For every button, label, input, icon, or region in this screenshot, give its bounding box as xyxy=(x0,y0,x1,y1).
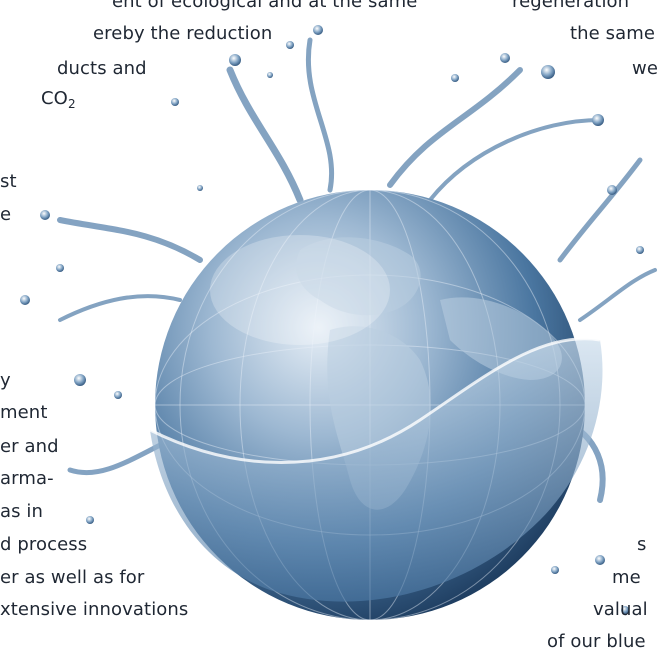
right-text-line-4: s xyxy=(637,534,647,555)
left-text-line-3: ducts and xyxy=(57,58,147,79)
droplets xyxy=(20,25,644,614)
left-text-line-11: as in xyxy=(0,501,44,522)
left-text-line-13: er as well as for xyxy=(0,567,145,588)
left-text-line-12: d process xyxy=(0,534,88,555)
left-text-line-1: ent of ecological and at the same xyxy=(112,0,418,12)
left-text-line-2: ereby the reduction xyxy=(93,23,273,44)
subscript: 2 xyxy=(67,97,76,111)
right-text-line-2: the same xyxy=(570,23,656,44)
right-text-line-5: me xyxy=(612,567,641,588)
left-text-line-10: arma- xyxy=(0,468,54,489)
left-text-line-9: er and xyxy=(0,436,59,457)
right-text-line-3: we xyxy=(632,58,658,79)
left-text-line-7: y xyxy=(0,370,11,391)
right-text-line-1: regeneration xyxy=(512,0,630,12)
left-text-line-5: st xyxy=(0,171,17,192)
water-wave xyxy=(150,338,603,602)
water-splash xyxy=(57,37,657,503)
right-text-line-7: of our blue xyxy=(547,631,646,652)
left-text-line-6: e xyxy=(0,204,12,225)
left-text-line-14: xtensive innovations xyxy=(0,599,189,620)
right-text-line-6: valual xyxy=(593,599,648,620)
left-text-line-8: ment xyxy=(0,402,48,423)
left-text-line-4: CO2 xyxy=(41,88,76,111)
